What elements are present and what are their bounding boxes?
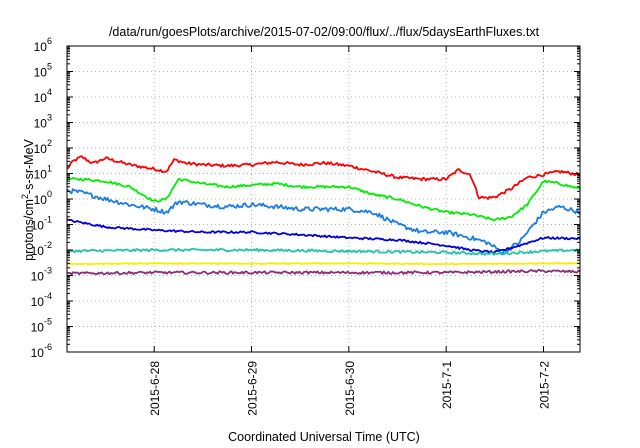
- y-tick-base: 10: [34, 91, 48, 105]
- y-tick-label: 105: [34, 62, 52, 80]
- y-axis-title: protons/cm2-s-sr-MeV: [20, 138, 36, 260]
- flux-series-line: [66, 247, 581, 256]
- x-tick-label: 2015-6-28: [148, 361, 162, 416]
- y-tick-label: 101: [34, 164, 52, 182]
- flux-series-line: [66, 269, 581, 276]
- y-tick-base: 10: [34, 142, 48, 156]
- y-axis-title-rest: -s-sr-MeV: [22, 138, 36, 194]
- y-tick-base: 10: [31, 244, 45, 258]
- y-tick-label: 106: [34, 36, 52, 54]
- flux-series-line: [66, 218, 581, 254]
- y-tick-label: 102: [34, 138, 52, 156]
- flux-series-line: [66, 177, 581, 222]
- x-tick-label: 2015-6-29: [246, 361, 260, 416]
- x-axis-title: Coordinated Universal Time (UTC): [228, 430, 420, 444]
- y-tick-exponent: 1: [47, 164, 52, 174]
- x-tick-label: 2015-7-1: [440, 361, 454, 409]
- y-tick-base: 10: [34, 117, 48, 131]
- y-axis-title-main: protons/cm: [22, 199, 36, 261]
- y-tick-exponent: -4: [44, 291, 52, 301]
- y-tick-base: 10: [34, 168, 48, 182]
- y-tick-base: 10: [31, 321, 45, 335]
- flux-series-line: [66, 155, 581, 200]
- x-axis-labels: 2015-6-28 2015-6-29 2015-6-30 2015-7-1 2015-…: [148, 361, 551, 416]
- y-tick-exponent: -5: [44, 317, 52, 327]
- tick-layer: [67, 45, 580, 353]
- y-tick-exponent: 2: [47, 138, 52, 148]
- y-tick-exponent: 6: [47, 36, 52, 46]
- y-tick-base: 10: [31, 219, 45, 233]
- y-tick-label: 103: [34, 113, 52, 131]
- y-tick-label: 10-1: [31, 215, 52, 233]
- y-tick-base: 10: [31, 295, 45, 309]
- y-tick-exponent: -2: [44, 240, 52, 250]
- x-tick-label: 2015-6-30: [343, 361, 357, 416]
- y-tick-label: 10-3: [31, 266, 52, 284]
- y-axis-labels: 10-610-510-410-310-210-11001011021031041…: [31, 36, 52, 360]
- y-tick-base: 10: [31, 346, 45, 360]
- y-tick-base: 10: [34, 66, 48, 80]
- y-tick-label: 100: [34, 189, 52, 207]
- y-tick-label: 10-6: [31, 342, 52, 360]
- chart-title: /data/run/goesPlots/archive/2015-07-02/0…: [109, 25, 540, 39]
- y-tick-label: 10-2: [31, 240, 52, 258]
- y-tick-exponent: 5: [47, 62, 52, 72]
- y-tick-label: 104: [34, 87, 52, 105]
- y-tick-label: 10-4: [31, 291, 52, 309]
- y-tick-label: 10-5: [31, 317, 52, 335]
- y-tick-exponent: -1: [44, 215, 52, 225]
- y-axis-title-sup: 2: [20, 194, 30, 199]
- y-tick-exponent: -6: [44, 342, 52, 352]
- y-tick-base: 10: [34, 40, 48, 54]
- y-tick-base: 10: [31, 270, 45, 284]
- y-tick-base: 10: [34, 193, 48, 207]
- flux-series-line: [66, 261, 581, 266]
- y-tick-exponent: 4: [47, 87, 52, 97]
- y-tick-exponent: -3: [44, 266, 52, 276]
- series-layer: [66, 155, 581, 276]
- grid-layer: [67, 46, 580, 352]
- y-tick-exponent: 0: [47, 189, 52, 199]
- flux-series-line: [66, 188, 581, 254]
- y-tick-exponent: 3: [47, 113, 52, 123]
- x-tick-label: 2015-7-2: [538, 361, 552, 409]
